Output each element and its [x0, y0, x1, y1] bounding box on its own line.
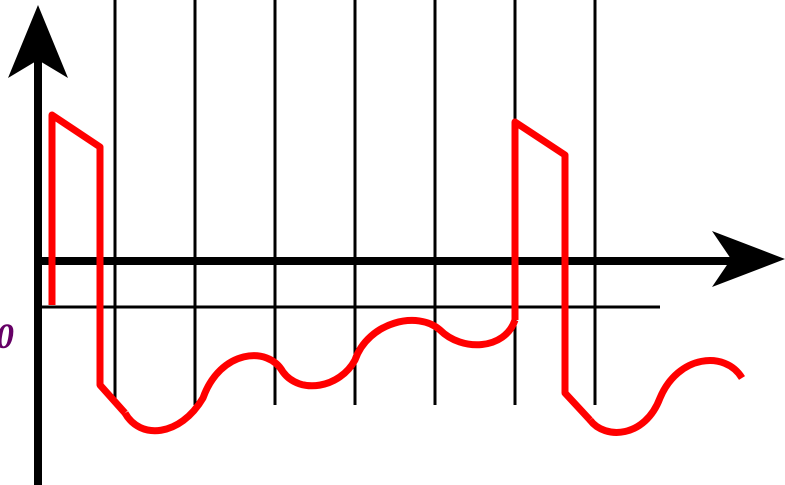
- arrow-up-icon: [8, 5, 68, 78]
- wave-segment-2: [587, 357, 745, 436]
- wave-segment-1: [121, 316, 519, 435]
- vertical-grid-lines: [113, 0, 597, 405]
- arrow-right-icon: [712, 231, 785, 287]
- baseline-zero-label: 0: [0, 318, 14, 354]
- pulse-2: [511, 118, 593, 423]
- pulse-1: [48, 111, 128, 416]
- waveform: [48, 111, 745, 436]
